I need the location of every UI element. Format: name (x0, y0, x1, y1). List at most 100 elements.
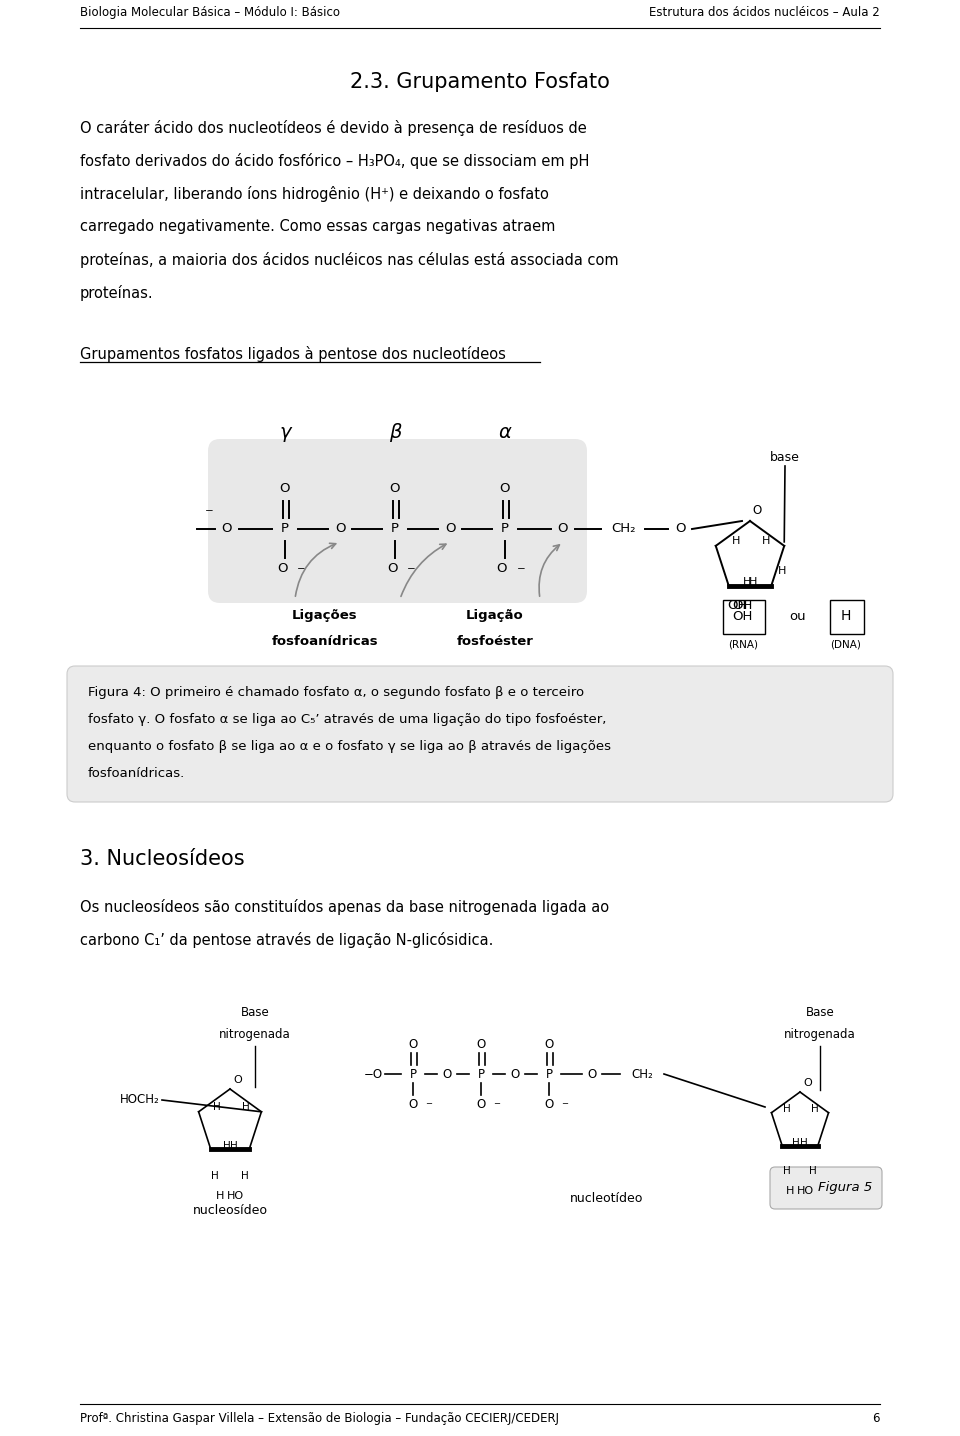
Text: O: O (390, 482, 400, 495)
Text: O: O (335, 523, 346, 536)
Text: carbono C₁’ da pentose através de ligação N-glicósidica.: carbono C₁’ da pentose através de ligaçã… (80, 932, 493, 948)
Text: O: O (233, 1076, 242, 1086)
Text: base: base (770, 451, 800, 464)
Text: H: H (811, 1104, 819, 1114)
Text: −: − (516, 564, 525, 574)
Text: H: H (223, 1140, 230, 1150)
Text: OH: OH (727, 599, 747, 612)
Text: −: − (425, 1100, 432, 1109)
Text: H: H (212, 1101, 221, 1111)
Text: P: P (281, 523, 289, 536)
Text: P: P (391, 523, 399, 536)
Text: O: O (675, 523, 685, 536)
Text: H: H (211, 1170, 219, 1180)
Text: enquanto o fosfato β se liga ao α e o fosfato γ se liga ao β através de ligações: enquanto o fosfato β se liga ao α e o fo… (88, 740, 611, 752)
Text: O: O (511, 1067, 519, 1080)
Text: ou: ou (789, 610, 806, 623)
Text: O: O (276, 563, 287, 576)
Text: O: O (443, 1067, 451, 1080)
Text: fosfoanídricas.: fosfoanídricas. (88, 767, 185, 780)
Text: O caráter ácido dos nucleotídeos é devido à presença de resíduos de: O caráter ácido dos nucleotídeos é devid… (80, 121, 587, 136)
Text: H: H (800, 1139, 807, 1149)
Text: O: O (476, 1097, 486, 1110)
Text: H: H (743, 577, 752, 587)
Text: HOCH₂: HOCH₂ (120, 1093, 160, 1107)
Text: CH₂: CH₂ (611, 523, 636, 536)
Text: OH: OH (732, 599, 753, 612)
Text: O: O (222, 523, 232, 536)
Text: −O: −O (364, 1067, 383, 1080)
Text: −: − (493, 1100, 500, 1109)
Text: Estrutura dos ácidos nucléicos – Aula 2: Estrutura dos ácidos nucléicos – Aula 2 (649, 6, 880, 19)
Text: γ: γ (279, 422, 291, 441)
Text: O: O (544, 1097, 554, 1110)
Text: H: H (783, 1166, 791, 1176)
Text: −: − (406, 564, 416, 574)
FancyBboxPatch shape (67, 666, 893, 801)
Text: Base: Base (805, 1007, 834, 1020)
Text: H: H (786, 1186, 795, 1196)
Text: nitrogenada: nitrogenada (219, 1028, 291, 1041)
Text: O: O (496, 563, 507, 576)
Text: 3. Nucleosídeos: 3. Nucleosídeos (80, 849, 245, 869)
Text: O: O (588, 1067, 596, 1080)
Text: H: H (783, 1104, 791, 1114)
Text: Ligações: Ligações (292, 609, 358, 622)
Text: O: O (803, 1078, 812, 1088)
Text: O: O (387, 563, 397, 576)
Text: O: O (558, 523, 568, 536)
Text: fosfoéster: fosfoéster (457, 635, 534, 648)
Text: HO: HO (228, 1190, 245, 1200)
Text: H: H (792, 1139, 800, 1149)
Text: O: O (544, 1037, 554, 1051)
Text: P: P (477, 1067, 485, 1080)
Text: α: α (498, 422, 512, 441)
Text: nitrogenada: nitrogenada (784, 1028, 856, 1041)
Text: OH: OH (732, 610, 753, 623)
FancyBboxPatch shape (723, 600, 765, 635)
Text: H: H (229, 1140, 237, 1150)
Text: Os nucleosídeos são constituídos apenas da base nitrogenada ligada ao: Os nucleosídeos são constituídos apenas … (80, 899, 610, 915)
Text: HO: HO (797, 1186, 814, 1196)
Text: P: P (501, 523, 509, 536)
Text: intracelular, liberando íons hidrogênio (H⁺) e deixando o fosfato: intracelular, liberando íons hidrogênio … (80, 187, 549, 202)
Text: Base: Base (241, 1007, 270, 1020)
Text: H: H (242, 1101, 250, 1111)
Text: −: − (561, 1100, 568, 1109)
Text: fosfoanídricas: fosfoanídricas (272, 635, 378, 648)
Text: fosfato derivados do ácido fosfórico – H₃PO₄, que se dissociam em pH: fosfato derivados do ácido fosfórico – H… (80, 154, 589, 169)
Text: O: O (408, 1037, 418, 1051)
Text: nucleotídeo: nucleotídeo (570, 1192, 643, 1205)
Text: H: H (241, 1170, 249, 1180)
Text: −: − (204, 505, 213, 516)
Text: Figura 5: Figura 5 (818, 1182, 872, 1195)
Text: Ligação: Ligação (467, 609, 524, 622)
Text: CH₂: CH₂ (631, 1067, 653, 1080)
Text: −: − (297, 564, 305, 574)
Text: O: O (279, 482, 290, 495)
Text: H: H (778, 566, 786, 576)
Text: H: H (841, 609, 851, 623)
Text: fosfato γ. O fosfato α se liga ao C₅’ através de uma ligação do tipo fosfoéster,: fosfato γ. O fosfato α se liga ao C₅’ at… (88, 714, 607, 727)
Text: 6: 6 (873, 1412, 880, 1425)
FancyBboxPatch shape (770, 1167, 882, 1209)
Text: proteínas, a maioria dos ácidos nucléicos nas células está associada com: proteínas, a maioria dos ácidos nucléico… (80, 251, 618, 269)
Text: P: P (545, 1067, 553, 1080)
Text: O: O (408, 1097, 418, 1110)
Text: P: P (410, 1067, 417, 1080)
Text: proteínas.: proteínas. (80, 284, 154, 302)
Text: (RNA): (RNA) (728, 639, 757, 649)
Text: Grupamentos fosfatos ligados à pentose dos nucleotídeos: Grupamentos fosfatos ligados à pentose d… (80, 346, 506, 362)
FancyBboxPatch shape (829, 600, 864, 635)
Text: Profª. Christina Gaspar Villela – Extensão de Biologia – Fundação CECIERJ/CEDERJ: Profª. Christina Gaspar Villela – Extens… (80, 1412, 559, 1425)
Text: 2.3. Grupamento Fosfato: 2.3. Grupamento Fosfato (350, 72, 610, 92)
Text: H: H (762, 536, 770, 546)
Text: (DNA): (DNA) (830, 639, 861, 649)
FancyBboxPatch shape (208, 439, 587, 603)
Text: O: O (476, 1037, 486, 1051)
Text: O: O (752, 504, 761, 517)
Text: H: H (809, 1166, 817, 1176)
Text: Biologia Molecular Básica – Módulo I: Básico: Biologia Molecular Básica – Módulo I: Bá… (80, 6, 340, 19)
Text: O: O (444, 523, 455, 536)
Text: β: β (389, 422, 401, 441)
